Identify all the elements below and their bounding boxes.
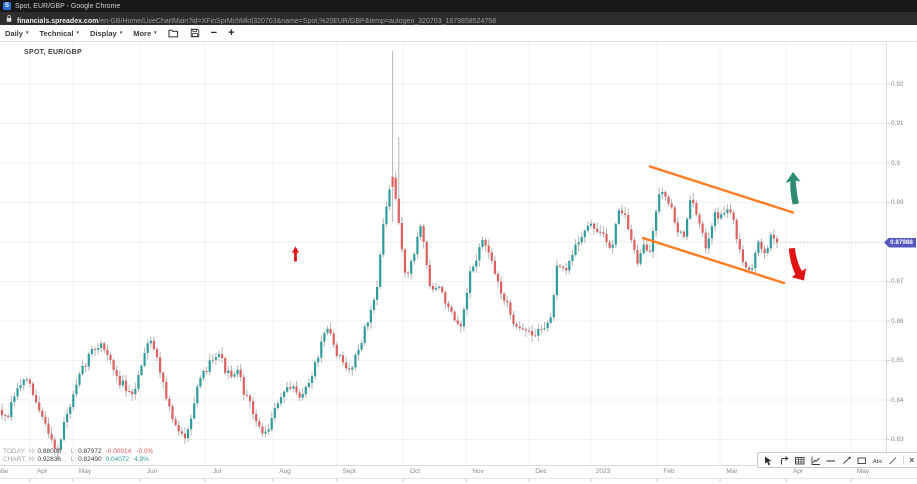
menu-daily[interactable]: Daily ▾ (5, 29, 28, 38)
chart-symbol-label: SPOT, EUR/GBP (24, 49, 82, 56)
stats-row-today: TODAY: H: 0.88008 | L: 0.87972 -0.00014 -0.0% (3, 448, 154, 455)
x-axis-label: Apr (792, 468, 804, 475)
menu-label: More (133, 28, 152, 38)
x-axis-label: May (856, 468, 870, 475)
y-axis-label: 0.86 (891, 317, 904, 325)
save-icon (190, 28, 199, 38)
y-axis-label: 0.85 (891, 357, 904, 364)
x-axis-label: Sept (342, 468, 356, 475)
site-favicon: S (3, 2, 11, 10)
url-text: financials.spreadex.com/en-GB/Home/LiveC… (17, 12, 496, 25)
chart-annotations[interactable] (291, 165, 806, 285)
trend-line-icon[interactable] (841, 455, 852, 466)
url-domain: financials.spreadex.com (17, 17, 99, 25)
chevron-down-icon: ▾ (154, 30, 157, 36)
x-axis-label: Jul (212, 468, 222, 475)
y-axis-label: 0.83 (891, 436, 904, 443)
menu-label: Technical (39, 28, 74, 38)
candlestick-series (0, 50, 779, 460)
folder-open-icon (168, 29, 178, 38)
chevron-down-icon: ▾ (25, 30, 29, 36)
table-icon[interactable] (794, 455, 805, 466)
y-axis-label: 0.87 (891, 278, 904, 285)
stats-row-chart: CHART: H: 0.92836 | L: 0.82490 0.04072 4.9% (3, 456, 149, 463)
chart-axes (0, 43, 917, 482)
menu-label: Daily (5, 28, 23, 38)
text-icon[interactable]: Abc (872, 455, 883, 466)
x-axis-label: 2023 (595, 468, 611, 475)
chart-toolbar: Daily ▾ Technical ▾ Display ▾ More ▾ − + (0, 25, 917, 42)
axes-chart-icon[interactable] (810, 455, 821, 466)
window-titlebar[interactable]: S Spot, EUR/GBP - Google Chrome (0, 0, 917, 12)
x-axis-label: Apr (36, 468, 48, 475)
y-axis-label: 0.91 (891, 120, 904, 127)
window-title: Spot, EUR/GBP - Google Chrome (15, 2, 121, 10)
open-button[interactable] (168, 28, 179, 38)
rectangle-icon[interactable] (856, 455, 867, 466)
close-toolbar-button[interactable]: × (909, 454, 915, 465)
x-axis-label: Mar (0, 468, 9, 475)
x-axis-label: Oct (409, 468, 421, 475)
red-down-arrow[interactable] (788, 248, 806, 281)
gridlines (0, 43, 886, 465)
menu-label: Display (90, 28, 117, 38)
x-axis-label: May (78, 468, 92, 475)
chevron-down-icon: ▾ (119, 30, 123, 36)
small-red-up-arrow[interactable] (291, 246, 300, 262)
chevron-down-icon: ▾ (76, 30, 80, 36)
x-axis-label: Aug (279, 468, 291, 475)
menu-more[interactable]: More ▾ (133, 29, 156, 38)
channel-upper-line[interactable] (648, 165, 795, 214)
chart-stats: TODAY: H: 0.88008 | L: 0.87972 -0.00014 -0.0% CH… (3, 448, 158, 464)
green-up-arrow[interactable] (785, 172, 801, 205)
x-axis-label: Nov (472, 468, 484, 475)
ray-icon[interactable] (887, 455, 898, 466)
menu-technical[interactable]: Technical ▾ (39, 29, 79, 38)
x-axis-label: Mar (726, 468, 738, 475)
svg-text:Abc: Abc (873, 459, 883, 465)
url-path: /en-GB/Home/LiveChartMain?id=XFinSprMchM… (98, 17, 497, 25)
y-axis-label: 0.9 (891, 159, 901, 167)
horizontal-line-icon[interactable] (825, 455, 836, 466)
x-axis-label: Dec (535, 468, 547, 475)
channel-lower-line[interactable] (641, 236, 786, 285)
last-price-badge: 0.87988 (884, 237, 916, 248)
lock-icon (6, 15, 12, 22)
save-button[interactable] (190, 28, 200, 38)
drawing-toolbar: Abc | × (757, 452, 917, 468)
zoom-out-button[interactable]: − (210, 27, 218, 39)
y-axis-label: 0.89 (891, 199, 904, 206)
browser-url-bar[interactable]: financials.spreadex.com/en-GB/Home/LiveC… (0, 12, 917, 25)
y-axis-label: 0.92 (891, 80, 904, 88)
x-axis-label: Feb (663, 468, 675, 475)
menu-display[interactable]: Display ▾ (90, 29, 122, 38)
x-axis-label: Jun (146, 468, 158, 475)
elbow-arrow-icon[interactable] (779, 455, 790, 466)
y-axis-label: 0.84 (891, 396, 904, 404)
pointer-icon[interactable] (763, 455, 774, 466)
zoom-in-button[interactable]: + (228, 27, 235, 39)
toolbar-separator: | (902, 455, 905, 464)
